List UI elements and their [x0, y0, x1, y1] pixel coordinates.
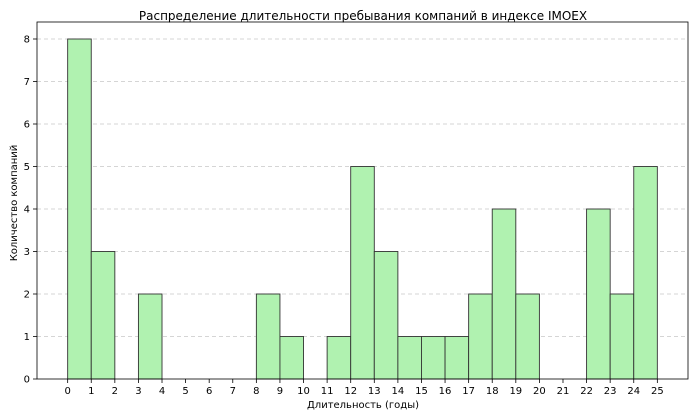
y-tick-label-8: 8 — [24, 35, 30, 46]
bar-bin-8 — [255, 293, 281, 380]
x-tick-label-9: 9 — [277, 386, 283, 397]
y-tick-label-6: 6 — [24, 120, 30, 131]
bar-bin-9 — [279, 336, 304, 380]
bar-bin-3 — [137, 293, 163, 380]
y-tick-label-5: 5 — [24, 162, 30, 173]
bar-bin-17 — [468, 293, 493, 380]
y-axis-label: Количество компаний — [9, 145, 20, 262]
x-axis-label: Длительность (годы) — [307, 400, 419, 411]
x-tick-label-3: 3 — [135, 386, 141, 397]
x-tick-label-10: 10 — [297, 386, 310, 397]
x-tick-label-8: 8 — [253, 386, 259, 397]
bar-bin-1 — [90, 251, 116, 380]
x-tick-label-20: 20 — [533, 386, 546, 397]
bar-bin-16 — [444, 336, 470, 380]
x-tick-label-1: 1 — [88, 386, 94, 397]
bar-bin-12 — [350, 166, 375, 380]
x-tick-label-17: 17 — [462, 386, 475, 397]
x-tick-label-14: 14 — [392, 386, 405, 397]
x-tick-label-23: 23 — [604, 386, 617, 397]
x-tick-label-13: 13 — [368, 386, 381, 397]
x-tick-label-6: 6 — [206, 386, 212, 397]
bar-bin-18 — [491, 208, 517, 380]
y-tick-label-0: 0 — [24, 375, 30, 386]
x-tick-label-15: 15 — [415, 386, 428, 397]
x-tick-label-0: 0 — [64, 386, 70, 397]
y-tick-label-3: 3 — [24, 247, 30, 258]
y-axis-ticks: 0 1 2 3 4 5 6 7 8 — [24, 35, 37, 386]
bar-bin-24 — [633, 166, 658, 380]
x-tick-label-21: 21 — [557, 386, 570, 397]
y-tick-label-4: 4 — [24, 205, 30, 216]
x-axis-ticks: 0 1 2 3 4 5 6 7 8 9 10 11 12 13 14 15 16 17 18 19 20 21 22 23 24… — [64, 379, 664, 397]
bar-bin-11 — [326, 336, 352, 380]
bar-bin-13 — [373, 251, 399, 380]
bar-bin-0 — [67, 38, 92, 380]
x-tick-label-25: 25 — [651, 386, 664, 397]
x-tick-label-12: 12 — [344, 386, 357, 397]
bar-bin-19 — [515, 293, 540, 380]
bar-bin-14 — [397, 336, 422, 380]
x-tick-label-18: 18 — [486, 386, 499, 397]
x-tick-label-24: 24 — [627, 386, 640, 397]
x-tick-label-5: 5 — [182, 386, 188, 397]
x-tick-label-7: 7 — [230, 386, 236, 397]
bar-bin-23 — [609, 293, 635, 380]
chart-title: Распределение длительности пребывания ко… — [139, 9, 587, 23]
y-tick-label-2: 2 — [24, 290, 30, 301]
x-tick-label-22: 22 — [580, 386, 593, 397]
bar-bin-15 — [421, 336, 446, 380]
x-tick-label-4: 4 — [159, 386, 165, 397]
x-tick-label-16: 16 — [439, 386, 452, 397]
plot-frame — [36, 21, 689, 380]
x-tick-label-19: 19 — [509, 386, 522, 397]
x-tick-label-11: 11 — [321, 386, 334, 397]
x-tick-label-2: 2 — [112, 386, 118, 397]
bars — [67, 38, 658, 380]
bar-bin-22 — [586, 208, 611, 380]
y-tick-label-1: 1 — [24, 332, 30, 343]
y-tick-label-7: 7 — [24, 77, 30, 88]
